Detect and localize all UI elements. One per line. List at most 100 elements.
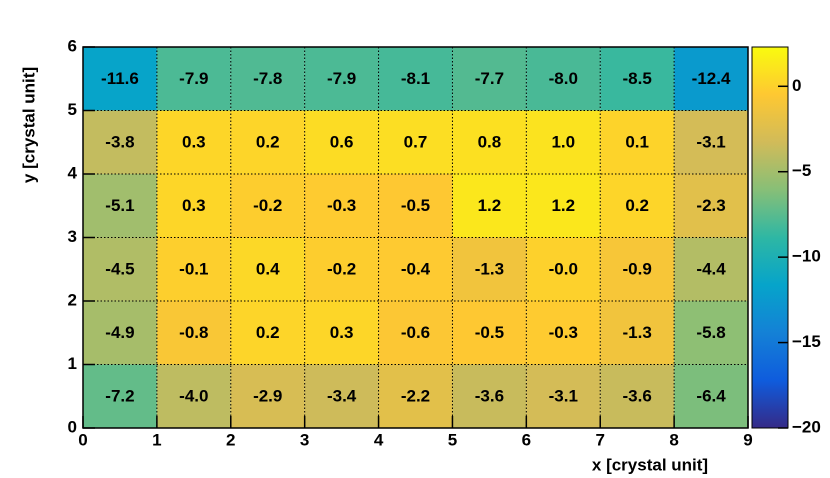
cell-label: -0.5 xyxy=(401,196,430,215)
cell xyxy=(304,110,379,174)
cell xyxy=(600,364,675,428)
cell xyxy=(452,174,527,238)
cell xyxy=(600,110,675,174)
colorbar-tick-label: −20 xyxy=(792,417,821,436)
cell xyxy=(526,47,601,111)
cell xyxy=(452,110,527,174)
cell-label: -7.7 xyxy=(475,69,504,88)
cell xyxy=(674,301,748,365)
cell xyxy=(304,364,379,428)
cell-label: -4.0 xyxy=(179,387,208,406)
cell xyxy=(304,47,379,111)
cell-label: -5.1 xyxy=(105,196,134,215)
cell-label: -8.1 xyxy=(401,69,430,88)
cell xyxy=(83,110,157,174)
cell-label: -7.9 xyxy=(327,69,356,88)
cell-label: 1.2 xyxy=(478,196,502,215)
cell-label: -3.1 xyxy=(549,387,578,406)
cell-label: -2.2 xyxy=(401,387,430,406)
cell xyxy=(674,47,748,111)
colorbar-tick-label: 0 xyxy=(792,76,801,95)
cell xyxy=(230,301,305,365)
cell-label: -4.9 xyxy=(105,323,134,342)
x-tick-label: 1 xyxy=(152,430,161,449)
cell xyxy=(452,364,527,428)
x-tick-label: 4 xyxy=(374,430,384,449)
y-tick-label: 1 xyxy=(68,354,77,373)
cell-label: -8.5 xyxy=(623,69,652,88)
cell-label: -0.5 xyxy=(475,323,504,342)
x-tick-label: 5 xyxy=(448,430,457,449)
colorbar-tick-label: −15 xyxy=(792,332,821,351)
cell-label: -7.2 xyxy=(105,387,134,406)
x-tick-label: 6 xyxy=(522,430,531,449)
cell-label: -0.6 xyxy=(401,323,430,342)
cell xyxy=(83,174,157,238)
cell xyxy=(230,237,305,301)
cell-label: -11.6 xyxy=(101,69,139,88)
cell xyxy=(83,301,157,365)
cell xyxy=(674,110,748,174)
cell xyxy=(526,301,601,365)
cell xyxy=(526,174,601,238)
cell-label: -1.3 xyxy=(475,260,504,279)
y-tick-label: 6 xyxy=(68,36,77,55)
cell-label: 0.2 xyxy=(625,196,649,215)
cell xyxy=(378,110,453,174)
cell-label: -0.1 xyxy=(179,260,208,279)
cell-label: 0.3 xyxy=(182,196,206,215)
x-axis-label: x [crystal unit] xyxy=(592,455,708,474)
cell-label: -0.2 xyxy=(327,260,356,279)
y-axis-label: y [crystal unit] xyxy=(19,67,38,183)
cell-label: 0.6 xyxy=(330,133,354,152)
x-tick-label: 3 xyxy=(300,430,309,449)
y-tick-label: 5 xyxy=(68,100,77,119)
cell-label: -3.6 xyxy=(475,387,504,406)
cell xyxy=(378,364,453,428)
cell xyxy=(452,301,527,365)
cell-label: -12.4 xyxy=(692,69,731,88)
cell xyxy=(156,47,231,111)
cell xyxy=(230,174,305,238)
cell-label: -0.2 xyxy=(253,196,282,215)
y-tick-label: 3 xyxy=(68,227,77,246)
cell xyxy=(304,174,379,238)
cell-label: -5.8 xyxy=(696,323,725,342)
colorbar-tick-label: −10 xyxy=(792,247,821,266)
cell-label: 0.1 xyxy=(625,133,649,152)
x-tick-label: 2 xyxy=(226,430,235,449)
cell-label: -4.4 xyxy=(696,260,726,279)
cell-label: -0.8 xyxy=(179,323,208,342)
cell-label: 0.2 xyxy=(256,133,280,152)
cell xyxy=(83,364,157,428)
cell xyxy=(378,174,453,238)
cell-label: -4.5 xyxy=(105,260,134,279)
cell-label: 0.3 xyxy=(182,133,206,152)
cell xyxy=(378,47,453,111)
cell xyxy=(674,174,748,238)
cell xyxy=(230,364,305,428)
cell xyxy=(526,237,601,301)
cell xyxy=(156,364,231,428)
cell xyxy=(304,301,379,365)
y-tick-label: 4 xyxy=(68,163,78,182)
cell-label: -2.3 xyxy=(696,196,725,215)
y-tick-label: 2 xyxy=(68,290,77,309)
colorbar-tick-label: −5 xyxy=(792,161,811,180)
cell xyxy=(83,47,157,111)
cell-label: -2.9 xyxy=(253,387,282,406)
x-tick-label: 8 xyxy=(669,430,678,449)
cell xyxy=(156,237,231,301)
cell xyxy=(156,110,231,174)
cell xyxy=(526,364,601,428)
cell xyxy=(156,301,231,365)
cell-label: -3.4 xyxy=(327,387,357,406)
cell xyxy=(230,47,305,111)
cell-label: -7.8 xyxy=(253,69,282,88)
x-tick-label: 9 xyxy=(743,430,752,449)
cell xyxy=(600,174,675,238)
cell-label: 0.4 xyxy=(256,260,280,279)
cell xyxy=(674,237,748,301)
cell-label: -3.1 xyxy=(696,133,725,152)
